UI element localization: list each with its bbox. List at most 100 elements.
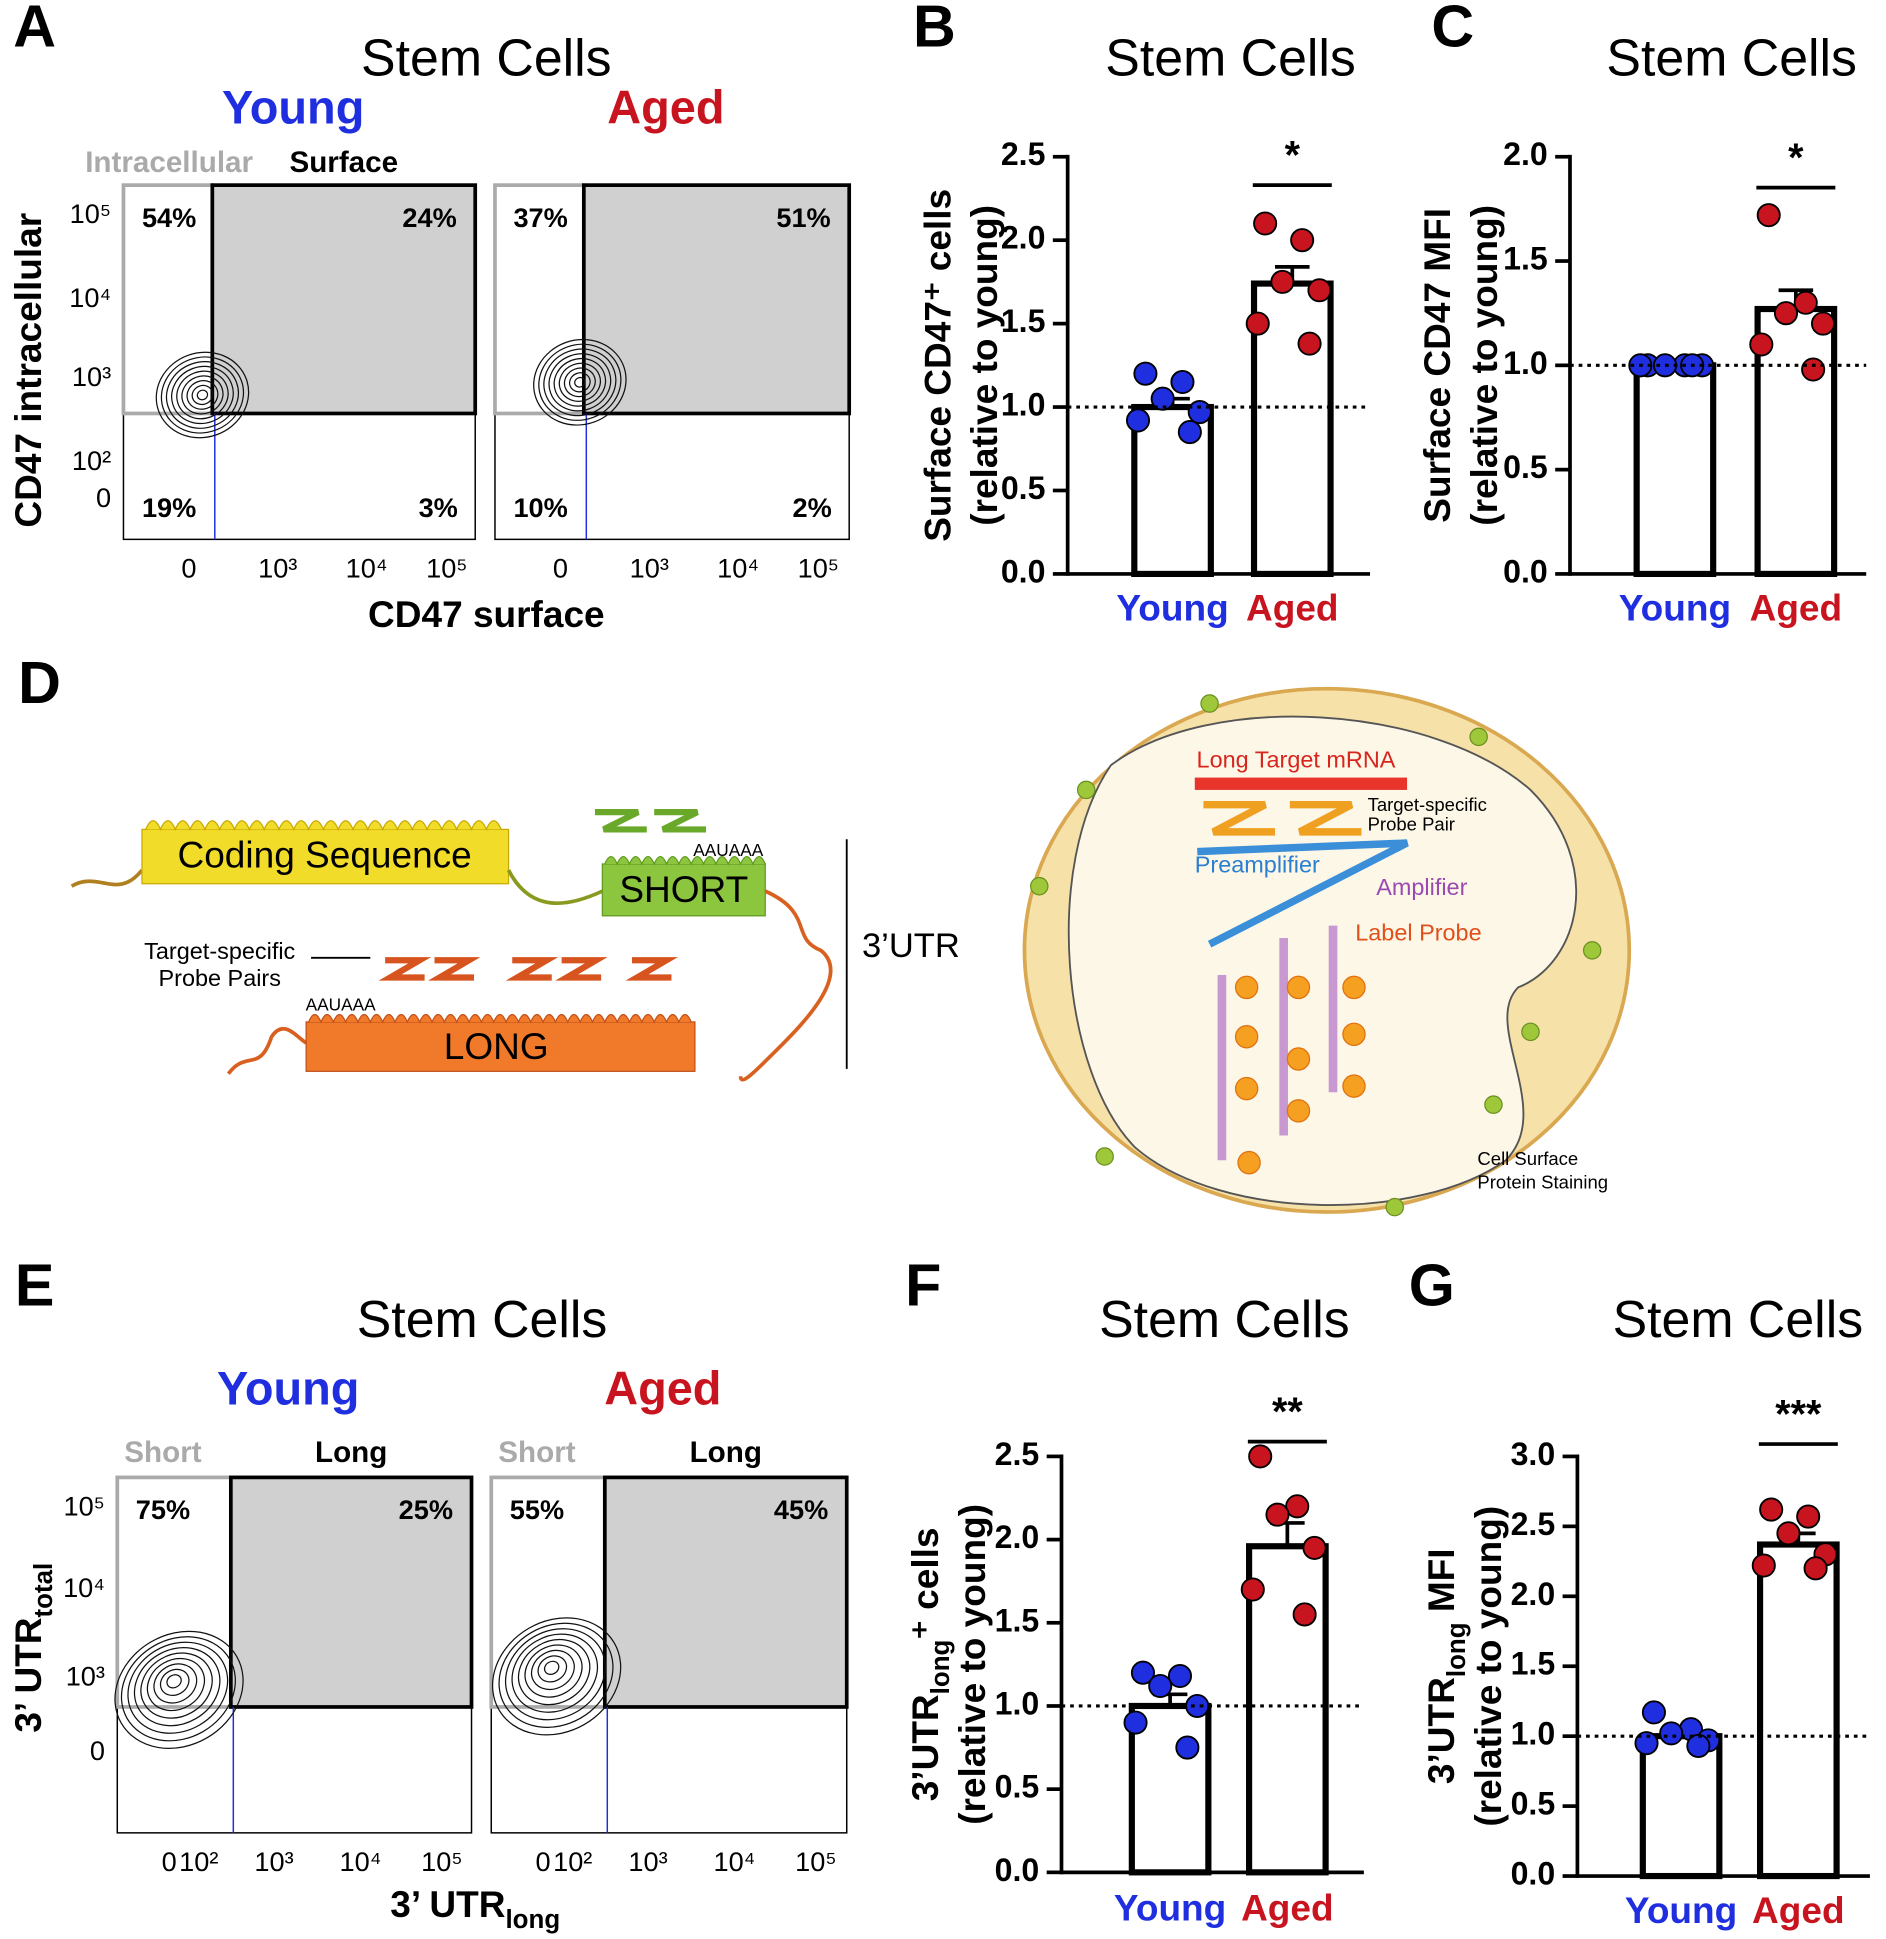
x-tick-label: Aged <box>1246 587 1339 629</box>
data-point <box>1776 1521 1801 1546</box>
x-axis-label-part: 3’ UTR <box>390 1883 505 1925</box>
y-axis-label: (relative to young) <box>1463 205 1505 526</box>
probe-zz <box>378 957 678 981</box>
contour <box>181 375 224 415</box>
short-label: SHORT <box>619 868 748 910</box>
short-box <box>601 863 766 917</box>
quadrant-percent: 37% <box>513 202 567 233</box>
x-tick-label: 0 <box>536 1846 551 1877</box>
coding-box <box>141 828 510 885</box>
data-point <box>1810 311 1836 336</box>
bar <box>1128 1702 1212 1876</box>
data-point <box>1756 203 1781 228</box>
x-tick-label: 0 <box>162 1846 177 1877</box>
probe-pair-label: Target-specific <box>1368 794 1487 815</box>
contour <box>524 1644 583 1698</box>
y-axis-label: Surface CD47 MFI <box>1416 208 1458 523</box>
y-tick-label: 0.0 <box>995 1852 1040 1888</box>
y-axis-label: (relative to young) <box>951 1504 993 1825</box>
y-tick-label: 0.0 <box>1001 553 1046 589</box>
signal: AAUAAA <box>693 840 764 860</box>
group-label: Young <box>217 1363 359 1415</box>
data-point <box>1175 1735 1200 1760</box>
chart-title: Stem Cells <box>1105 28 1356 86</box>
y-tick-label: 1.0 <box>995 1685 1040 1721</box>
quadrant-percent: 54% <box>142 202 196 233</box>
data-point <box>1125 408 1151 433</box>
data-point <box>1240 1577 1265 1602</box>
y-tick-label: 10² <box>72 445 111 476</box>
contour <box>153 1663 198 1704</box>
strand <box>506 869 604 906</box>
long-box <box>305 1021 696 1072</box>
data-point <box>1641 1700 1666 1725</box>
contour <box>533 338 627 426</box>
data-point <box>1167 1663 1193 1689</box>
y-axis-label: CD47 intracellular <box>7 213 49 528</box>
gate-label: Intracellular <box>85 146 253 179</box>
quadrant-percent: 19% <box>142 492 196 523</box>
x-axis-label: 3’ UTRlong <box>390 1883 560 1934</box>
panel-letter: G <box>1409 1251 1455 1318</box>
x-tick-label: 10⁴ <box>346 552 388 583</box>
strand <box>738 889 833 1082</box>
y-tick-label: 0.5 <box>1511 1786 1556 1822</box>
data-point <box>1803 1556 1828 1581</box>
data-point <box>1133 361 1158 386</box>
y-axis-label-part: 3’UTR <box>904 1694 946 1801</box>
panel-letter: D <box>18 649 61 716</box>
x-tick-label: Young <box>1619 587 1731 629</box>
y-tick-label: 1.0 <box>1503 345 1548 381</box>
y-tick-label: 0.0 <box>1503 553 1548 589</box>
data-point <box>1187 400 1212 425</box>
y-tick-label: 0.5 <box>1001 470 1046 506</box>
data-point <box>1150 386 1175 411</box>
y-tick-label: 10⁵ <box>70 198 111 229</box>
y-tick-label: 0.5 <box>995 1769 1040 1805</box>
y-tick-label: 1.5 <box>1503 241 1548 277</box>
data-point <box>1130 1660 1155 1685</box>
data-point <box>1796 1504 1821 1529</box>
x-tick-label: 10⁵ <box>426 552 467 583</box>
significance: * <box>1788 136 1804 180</box>
data-point <box>1123 1710 1148 1735</box>
chart-title: Stem Cells <box>1613 1290 1864 1348</box>
data-point <box>1686 1733 1711 1758</box>
contour <box>548 353 612 412</box>
data-point <box>1265 1502 1290 1527</box>
probe-zz <box>594 809 707 833</box>
y-tick-label: 1.0 <box>1511 1716 1556 1752</box>
data-point <box>1148 1673 1173 1699</box>
x-tick-label: 10⁵ <box>795 1846 836 1877</box>
y-axis-label-sub: long <box>1443 1622 1471 1677</box>
contour <box>498 1622 614 1728</box>
contour <box>558 362 601 402</box>
significance: *** <box>1775 1392 1822 1436</box>
y-axis-label: (relative to young) <box>963 205 1005 526</box>
y-tick-label: 0 <box>90 1735 105 1766</box>
y-tick-label: 2.0 <box>995 1519 1040 1555</box>
probe-pair-label: Probe Pair <box>1368 814 1455 835</box>
contour <box>517 1638 591 1706</box>
y-axis-label-part: 3’UTR <box>1420 1677 1462 1784</box>
target-label: Long Target mRNA <box>1197 747 1396 773</box>
signal: AAUAAA <box>306 994 377 1014</box>
gate-label: Long <box>690 1436 762 1469</box>
bar <box>1246 1543 1329 1876</box>
contour <box>537 1655 568 1683</box>
strand <box>70 868 144 888</box>
y-axis-label-sub: long <box>927 1640 955 1695</box>
panel-letter: C <box>1431 0 1474 60</box>
target-bar <box>1194 777 1408 790</box>
panel-letter: B <box>913 0 956 60</box>
y-tick-label: 2.0 <box>1503 136 1548 172</box>
surface-label: Cell Surface <box>1477 1148 1578 1169</box>
contour <box>504 1628 606 1721</box>
y-axis-label-part: 3’ UTR <box>7 1617 49 1732</box>
bar <box>1639 1733 1723 1880</box>
significance: ** <box>1272 1390 1303 1434</box>
y-tick-label: 1.5 <box>995 1602 1040 1638</box>
contour <box>133 1647 221 1727</box>
preamp <box>1197 839 1409 948</box>
